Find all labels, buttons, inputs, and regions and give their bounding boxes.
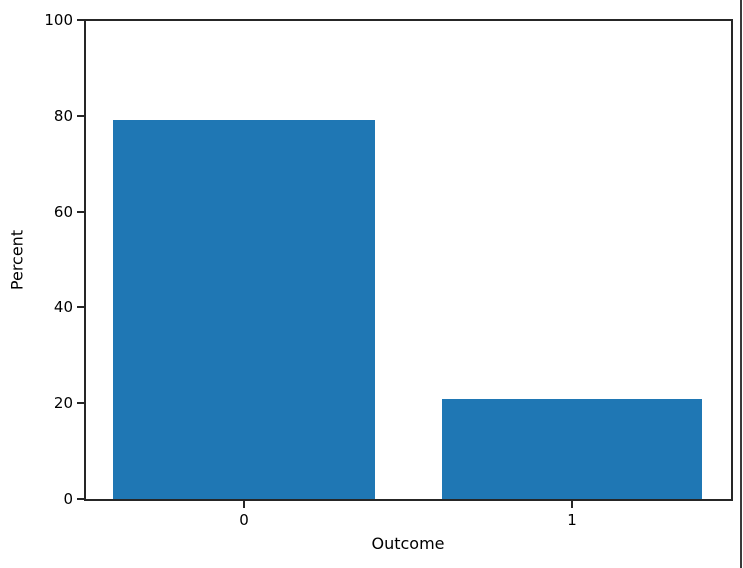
y-axis-label: Percent xyxy=(7,229,27,291)
plot-area xyxy=(84,19,733,501)
y-tick-label-60: 60 xyxy=(53,203,73,221)
x-tick-mark xyxy=(243,501,245,508)
y-tick-mark xyxy=(77,402,84,404)
y-tick-label-40: 40 xyxy=(53,298,73,316)
bar-outcome-0 xyxy=(113,119,375,499)
x-tick-label-0: 0 xyxy=(239,511,249,529)
y-tick-mark xyxy=(77,306,84,308)
y-tick-mark xyxy=(77,211,84,213)
y-tick-label-100: 100 xyxy=(44,11,73,29)
y-tick-mark xyxy=(77,498,84,500)
x-tick-mark xyxy=(571,501,573,508)
y-tick-label-80: 80 xyxy=(53,107,73,125)
y-tick-mark xyxy=(77,115,84,117)
y-tick-label-0: 0 xyxy=(63,490,73,508)
screenshot-right-border xyxy=(740,0,742,568)
x-tick-label-1: 1 xyxy=(567,511,577,529)
y-tick-mark xyxy=(77,19,84,21)
bar-outcome-1 xyxy=(442,399,702,499)
x-axis-label: Outcome xyxy=(371,534,445,553)
y-tick-label-20: 20 xyxy=(53,394,73,412)
